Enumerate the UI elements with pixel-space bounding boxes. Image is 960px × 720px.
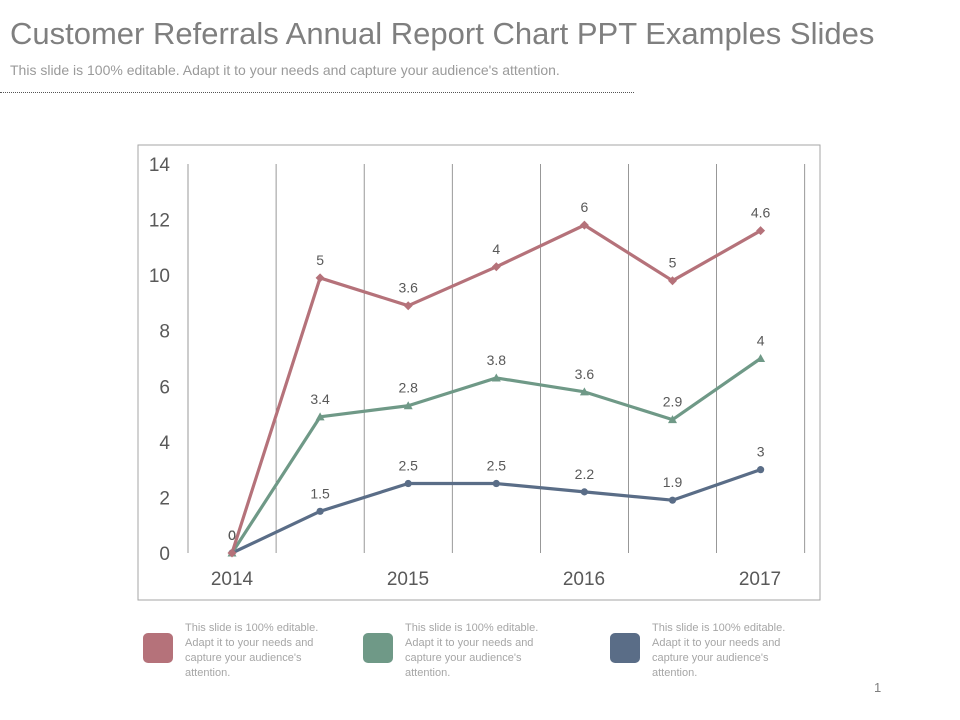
plot-frame xyxy=(137,144,821,601)
x-tick-label: 2017 xyxy=(739,569,781,590)
x-tick-label: 2014 xyxy=(211,569,254,590)
data-label-series-1: 5 xyxy=(316,252,324,268)
data-label-series-1: 5 xyxy=(669,255,677,271)
data-point-series-3 xyxy=(668,496,677,504)
data-label-series-2: 4 xyxy=(757,333,765,349)
title-divider xyxy=(0,92,634,93)
legend-text-series-3: This slide is 100% editable. Adapt it to… xyxy=(652,622,786,679)
data-point-series-2 xyxy=(756,354,766,362)
data-label-series-1: 4.6 xyxy=(751,205,771,221)
data-point-series-2 xyxy=(579,387,589,396)
data-point-series-2 xyxy=(491,373,501,382)
legend-item-series-1: This slide is 100% editable. Adapt it to… xyxy=(143,621,353,681)
data-label-series-2: 0 xyxy=(228,527,236,543)
y-tick-label: 10 xyxy=(149,266,170,287)
data-label-series-1: 6 xyxy=(581,199,589,215)
legend-text-series-1: This slide is 100% editable. Adapt it to… xyxy=(185,622,319,679)
data-label-series-1: 4 xyxy=(492,241,500,257)
data-label-series-2: 2.8 xyxy=(398,380,418,396)
data-label-series-2: 3.8 xyxy=(487,352,507,368)
x-tick-label: 2016 xyxy=(563,569,605,590)
data-point-series-3 xyxy=(316,507,324,515)
data-point-series-3 xyxy=(492,479,500,488)
slide-subtitle: This slide is 100% editable. Adapt it to… xyxy=(10,62,560,78)
data-label-series-3: 3 xyxy=(757,444,765,460)
slide-title: Customer Referrals Annual Report Chart P… xyxy=(10,16,875,51)
data-label-series-3: 2.2 xyxy=(575,466,595,482)
legend-swatch-series-3 xyxy=(610,633,640,663)
series-line-series-2 xyxy=(230,357,762,554)
data-point-series-1 xyxy=(491,262,501,272)
data-label-series-2: 2.9 xyxy=(663,394,683,410)
legend-item-series-2: This slide is 100% editable. Adapt it to… xyxy=(363,621,573,681)
y-tick-label: 14 xyxy=(149,155,171,176)
data-point-series-1 xyxy=(403,301,413,311)
x-tick-label: 2015 xyxy=(387,569,429,590)
data-label-series-3: 1.9 xyxy=(663,474,683,490)
data-point-series-2 xyxy=(668,415,677,424)
y-tick-label: 8 xyxy=(159,322,170,343)
data-point-series-1 xyxy=(668,276,677,286)
y-tick-label: 2 xyxy=(159,488,170,509)
data-point-series-1 xyxy=(579,220,589,230)
data-label-series-1: 3.6 xyxy=(398,280,418,296)
data-label-series-2: 3.4 xyxy=(310,391,330,407)
data-point-series-2 xyxy=(315,412,325,421)
data-point-series-3 xyxy=(757,466,765,474)
legend-swatch-series-1 xyxy=(143,633,173,663)
data-label-series-3: 2.5 xyxy=(398,458,418,474)
y-tick-label: 12 xyxy=(149,211,170,232)
data-point-series-3 xyxy=(580,488,589,496)
data-point-series-2 xyxy=(403,401,413,410)
data-point-series-1 xyxy=(227,548,237,558)
legend-swatch-series-2 xyxy=(363,633,393,663)
data-label-series-1: 0 xyxy=(228,527,236,543)
data-label-series-3: 1.5 xyxy=(310,485,330,501)
data-label-series-2: 3.6 xyxy=(575,366,595,382)
legend-item-series-3: This slide is 100% editable. Adapt it to… xyxy=(610,621,820,681)
page-number: 1 xyxy=(874,680,882,695)
data-point-series-1 xyxy=(756,226,766,236)
data-label-series-3: 0 xyxy=(228,527,236,543)
data-point-series-1 xyxy=(315,273,325,283)
y-tick-label: 4 xyxy=(159,433,170,454)
data-label-series-3: 2.5 xyxy=(487,458,507,474)
y-tick-label: 6 xyxy=(159,377,170,398)
series-line-series-1 xyxy=(230,223,762,554)
y-tick-label: 0 xyxy=(159,544,170,565)
data-point-series-3 xyxy=(404,479,412,488)
legend-text-series-2: This slide is 100% editable. Adapt it to… xyxy=(405,622,539,679)
